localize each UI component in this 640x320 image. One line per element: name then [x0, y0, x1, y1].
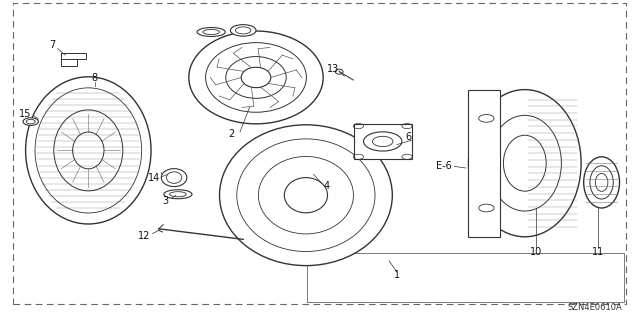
Text: 4: 4	[323, 181, 330, 191]
Ellipse shape	[197, 28, 225, 36]
Ellipse shape	[161, 169, 187, 187]
Text: 1: 1	[394, 270, 400, 280]
Bar	[468, 90, 500, 237]
Bar	[354, 124, 412, 159]
Ellipse shape	[584, 157, 620, 208]
Text: 11: 11	[592, 247, 605, 257]
Text: 10: 10	[530, 247, 543, 257]
Text: 15: 15	[19, 108, 32, 119]
Circle shape	[23, 118, 38, 125]
Ellipse shape	[230, 25, 256, 36]
Text: 12: 12	[138, 231, 150, 241]
Text: 3: 3	[162, 196, 168, 206]
Bar	[61, 53, 77, 66]
Text: 14: 14	[147, 172, 160, 183]
Ellipse shape	[164, 190, 192, 199]
Text: 13: 13	[326, 64, 339, 74]
Text: 7: 7	[49, 40, 56, 51]
Circle shape	[364, 132, 402, 151]
Text: 2: 2	[228, 129, 235, 139]
Text: E-6: E-6	[436, 161, 451, 171]
Text: 6: 6	[405, 132, 412, 142]
Ellipse shape	[220, 125, 392, 266]
Ellipse shape	[189, 31, 323, 124]
Text: 8: 8	[92, 73, 98, 84]
Ellipse shape	[468, 90, 581, 237]
Bar	[61, 53, 86, 59]
Text: SZN4E0610A: SZN4E0610A	[567, 303, 622, 312]
